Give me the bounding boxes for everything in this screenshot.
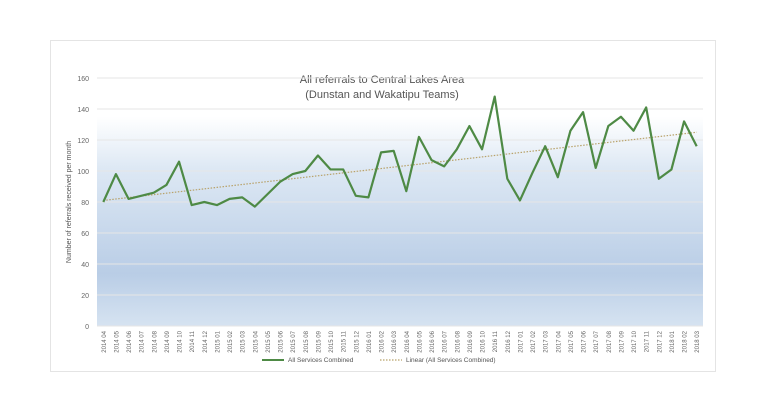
x-tick-label: 2015 12	[354, 330, 360, 352]
x-tick-label: 2017 09	[619, 330, 625, 352]
y-tick-label: 120	[77, 138, 89, 145]
x-tick-label: 2017 11	[645, 330, 651, 352]
x-tick-label: 2018 03	[695, 330, 701, 352]
x-tick-label: 2014 07	[140, 330, 146, 352]
plot-background	[97, 116, 703, 326]
x-tick-label: 2015 09	[316, 330, 322, 352]
x-tick-label: 2018 01	[670, 330, 676, 352]
x-tick-label: 2015 02	[228, 330, 234, 352]
y-tick-label: 20	[81, 293, 89, 300]
x-tick-label: 2015 07	[291, 330, 297, 352]
x-tick-label: 2017 03	[544, 330, 550, 352]
x-tick-label: 2014 10	[178, 330, 184, 352]
y-tick-label: 140	[77, 107, 89, 114]
x-tick-label: 2015 10	[329, 330, 335, 352]
y-tick-label: 60	[81, 231, 89, 238]
x-tick-label: 2016 10	[481, 330, 487, 352]
y-tick-label: 160	[77, 76, 89, 83]
chart-title: All referrals to Central Lakes Area	[299, 74, 465, 86]
x-tick-label: 2017 10	[632, 330, 638, 352]
x-tick-label: 2017 12	[657, 330, 663, 352]
x-tick-label: 2016 11	[493, 330, 499, 352]
x-tick-label: 2017 02	[531, 330, 537, 352]
y-tick-label: 40	[81, 262, 89, 269]
x-tick-label: 2015 05	[266, 330, 272, 352]
x-tick-label: 2016 03	[392, 330, 398, 352]
x-tick-label: 2014 11	[190, 330, 196, 352]
trend-line	[103, 131, 697, 202]
x-tick-label: 2015 03	[241, 330, 247, 352]
x-tick-label: 2016 01	[367, 330, 373, 352]
x-tick-label: 2017 06	[582, 330, 588, 352]
x-tick-label: 2017 05	[569, 330, 575, 352]
x-tick-label: 2015 06	[279, 330, 285, 352]
x-tick-label: 2017 08	[607, 330, 613, 352]
x-tick-label: 2014 09	[165, 330, 171, 352]
x-tick-label: 2016 06	[430, 330, 436, 352]
x-tick-label: 2016 04	[405, 330, 411, 352]
legend-label-trend: Linear (All Services Combined)	[406, 357, 496, 364]
x-tick-label: 2017 04	[556, 330, 562, 352]
y-axis-label: Number of referrals received per month	[66, 141, 73, 263]
x-tick-label: 2015 11	[342, 330, 348, 352]
x-tick-label: 2018 02	[683, 330, 689, 352]
x-tick-label: 2016 09	[468, 330, 474, 352]
chart-subtitle: (Dunstan and Wakatipu Teams)	[305, 89, 459, 101]
x-tick-label: 2016 08	[455, 330, 461, 352]
x-tick-label: 2015 08	[304, 330, 310, 352]
y-tick-label: 0	[85, 324, 89, 331]
x-tick-label: 2016 02	[380, 330, 386, 352]
y-tick-label: 80	[81, 200, 89, 207]
x-tick-label: 2017 01	[518, 330, 524, 352]
series-line	[102, 95, 698, 208]
x-tick-label: 2017 07	[594, 330, 600, 352]
x-tick-label: 2015 01	[215, 330, 221, 352]
x-tick-label: 2016 12	[506, 330, 512, 352]
legend-label-series: All Services Combined	[288, 357, 354, 364]
x-tick-label: 2014 08	[152, 330, 158, 352]
x-tick-label: 2016 05	[417, 330, 423, 352]
x-tick-label: 2014 06	[127, 330, 133, 352]
x-tick-label: 2015 04	[253, 330, 259, 352]
x-tick-label: 2014 12	[203, 330, 209, 352]
x-tick-label: 2016 07	[443, 330, 449, 352]
x-tick-label: 2014 05	[114, 330, 120, 352]
y-tick-label: 100	[77, 169, 89, 176]
x-tick-label: 2014 04	[102, 330, 108, 352]
